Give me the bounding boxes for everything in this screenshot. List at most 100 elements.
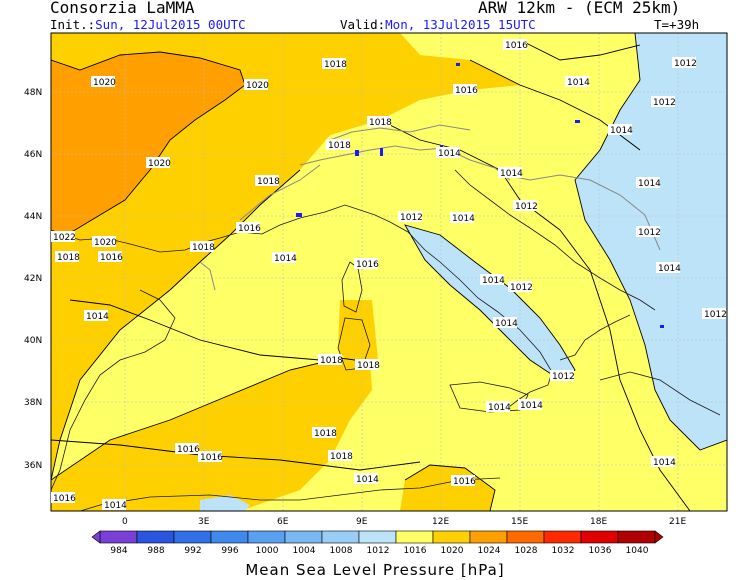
contour-label-text: 1012	[552, 372, 575, 382]
contour-label: 1016	[175, 443, 200, 455]
lat-labels: 48N 46N 44N 42N 40N 38N 36N	[24, 88, 42, 471]
lat-label: 46N	[24, 150, 42, 160]
contour-label: 1022	[51, 231, 76, 243]
map-title: Consorzia LaMMA	[50, 0, 195, 17]
graticule	[51, 33, 727, 511]
contour-label-text: 1012	[704, 310, 727, 320]
contour-label-text: 1018	[330, 452, 353, 462]
colorbar-arrow-low	[91, 530, 101, 544]
colorbar-tick: 1032	[552, 546, 575, 556]
contour-label-text: 1020	[246, 81, 269, 91]
colorbar-swatch	[247, 530, 286, 544]
contour-label: 1014	[636, 177, 661, 189]
zone-1020	[51, 52, 245, 242]
contour-label-text: 1012	[515, 202, 538, 212]
contour-label: 1016	[354, 258, 379, 270]
contour-label-text: 1016	[453, 477, 476, 487]
zone-1012-balkans	[575, 33, 727, 450]
contour-label-text: 1014	[482, 276, 505, 286]
zone-1018-south	[51, 358, 372, 511]
contour-label-text: 1014	[104, 501, 127, 511]
colorbar-tick: 1020	[441, 546, 464, 556]
contour-label: 1012	[513, 200, 538, 212]
lon-label: 12E	[432, 517, 449, 527]
contour-label-text: 1014	[274, 254, 297, 264]
contour-label: 1012	[508, 281, 533, 293]
colorbar-title: Mean Sea Level Pressure [hPa]	[245, 561, 504, 579]
contour-label-text: 1018	[357, 361, 380, 371]
contour-label-text: 1018	[192, 243, 215, 253]
contour-label: 1018	[367, 116, 392, 128]
init-line: Init.:Sun, 12Jul2015 00UTC	[50, 17, 246, 32]
contour-label-text: 1018	[257, 177, 280, 187]
contour-label-text: 1014	[438, 149, 461, 159]
contour-label: 1012	[702, 308, 727, 320]
valid-label: Valid:	[340, 17, 386, 32]
contour-label: 1018	[326, 139, 351, 151]
colorbar-tick: 1028	[515, 546, 538, 556]
contour-label: 1018	[355, 359, 380, 371]
contour-label-text: 1014	[495, 319, 518, 329]
contour-label-text: 1020	[148, 159, 171, 169]
contour-label-text: 1014	[610, 126, 633, 136]
valid-value: Mon, 13Jul2015 15UTC	[385, 17, 536, 32]
zone-1018	[51, 33, 520, 480]
colorbar-tick: 1012	[367, 546, 390, 556]
colorbar-swatch	[173, 530, 212, 544]
lat-label: 36N	[24, 461, 42, 471]
contour-label: 1014	[493, 317, 518, 329]
contour-label: 1012	[550, 370, 575, 382]
valid-line: Valid:Mon, 13Jul2015 15UTC	[340, 17, 536, 32]
contour-label: 1014	[450, 212, 475, 224]
contour-label: 1014	[498, 167, 523, 179]
coastlines	[51, 169, 721, 511]
colorbar-tick: 1024	[478, 546, 501, 556]
colorbar-swatch	[210, 530, 249, 544]
init-value: Sun, 12Jul2015 00UTC	[95, 17, 246, 32]
contour-label: 1016	[236, 222, 261, 234]
contour-label-text: 1020	[94, 238, 117, 248]
contour-label-text: 1012	[400, 213, 423, 223]
contour-label-text: 1014	[356, 475, 379, 485]
colorbar-swatch	[284, 530, 323, 544]
contour-label-text: 1012	[638, 228, 661, 238]
colorbar-tick: 992	[184, 546, 201, 556]
contour-label-text: 1022	[53, 233, 76, 243]
contour-label: 1014	[486, 401, 511, 413]
contour-label: 1018	[255, 175, 280, 187]
contour-label: 1014	[272, 252, 297, 264]
init-label: Init.:	[50, 17, 96, 32]
contour-label: 1020	[92, 236, 117, 248]
colorbar-tick: 1004	[293, 546, 316, 556]
lon-label: 9E	[356, 517, 368, 527]
contour-label-text: 1016	[238, 224, 261, 234]
contour-label: 1014	[102, 499, 127, 511]
colorbar-swatch	[617, 530, 656, 544]
colorbar-tick: 1036	[589, 546, 612, 556]
contour-label-text: 1014	[500, 169, 523, 179]
colorbar-swatch	[543, 530, 582, 544]
contour-label-text: 1016	[200, 453, 223, 463]
colorbar-tick: 1000	[256, 546, 279, 556]
contour-label: 1012	[398, 211, 423, 223]
lat-label: 42N	[24, 274, 42, 284]
contour-label-text: 1014	[638, 179, 661, 189]
colorbar-swatch	[395, 530, 434, 544]
colorbar-swatch	[136, 530, 175, 544]
colorbar-tick: 996	[221, 546, 238, 556]
contour-label: 1020	[91, 76, 116, 88]
colorbar-tick: 1008	[330, 546, 353, 556]
contour-label: 1018	[328, 450, 353, 462]
contour-label: 1012	[636, 226, 661, 238]
lat-label: 38N	[24, 398, 42, 408]
contour-label-text: 1012	[510, 283, 533, 293]
colorbar-arrow-high	[654, 530, 664, 544]
colorbar-swatch	[432, 530, 471, 544]
contour-label: 1014	[436, 147, 461, 159]
contour-label: 1016	[453, 84, 478, 96]
colorbar-tick: 1040	[626, 546, 649, 556]
contour-label-text: 1016	[100, 253, 123, 263]
contour-label: 1014	[651, 456, 676, 468]
contour-label-text: 1018	[314, 429, 337, 439]
